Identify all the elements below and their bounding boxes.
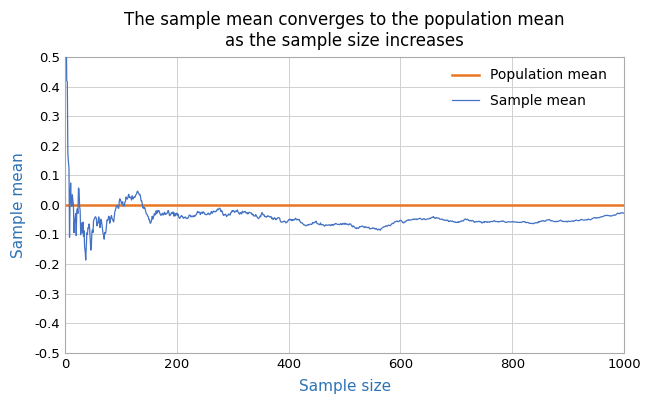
Population mean	[62, 202, 70, 207]
Sample mean	[288, 218, 296, 223]
Y-axis label: Sample mean: Sample mean	[11, 152, 26, 258]
Line: Sample mean: Sample mean	[66, 0, 624, 260]
Legend: Population mean, Sample mean: Population mean, Sample mean	[446, 63, 613, 113]
Sample mean	[308, 222, 316, 226]
Title: The sample mean converges to the population mean
as the sample size increases: The sample mean converges to the populat…	[125, 11, 565, 50]
Sample mean	[620, 211, 628, 216]
Sample mean	[508, 220, 516, 224]
Sample mean	[82, 258, 90, 262]
Sample mean	[446, 219, 454, 224]
Sample mean	[119, 203, 127, 208]
Population mean	[61, 202, 69, 207]
X-axis label: Sample size: Sample size	[299, 379, 391, 394]
Sample mean	[497, 219, 505, 224]
